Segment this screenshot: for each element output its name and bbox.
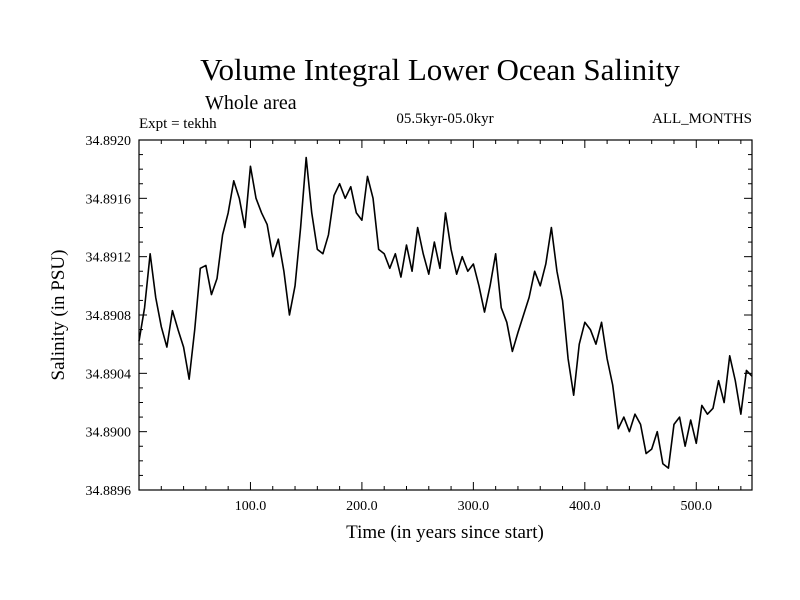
y-tick-label: 34.8900 xyxy=(86,426,132,441)
plot-frame xyxy=(138,139,753,491)
period-label: 05.5kyr-05.0kyr xyxy=(396,111,493,127)
chart-title: Volume Integral Lower Ocean Salinity xyxy=(200,52,680,87)
experiment-label: Expt = tekhh xyxy=(139,116,217,132)
y-tick-label: 34.8904 xyxy=(86,367,132,382)
y-tick-label: 34.8916 xyxy=(86,192,132,207)
x-tick-label: 300.0 xyxy=(458,499,490,514)
y-tick-label: 34.8896 xyxy=(86,484,132,499)
y-axis-label: Salinity (in PSU) xyxy=(48,250,69,381)
x-tick-label: 400.0 xyxy=(569,499,601,514)
months-label: ALL_MONTHS xyxy=(652,111,752,127)
x-tick-label: 200.0 xyxy=(346,499,378,514)
y-tick-label: 34.8908 xyxy=(86,309,132,324)
axis-tick-labels: 34.8896 34.8900 34.8904 34.8908 34.8912 34.89… xyxy=(86,134,713,514)
chart-subtitle: Whole area xyxy=(205,92,297,114)
y-tick-label: 34.8920 xyxy=(86,134,132,149)
salinity-series-line xyxy=(138,156,753,469)
x-tick-label: 100.0 xyxy=(235,499,267,514)
x-tick-label: 500.0 xyxy=(681,499,713,514)
x-axis-label: Time (in years since start) xyxy=(346,522,544,543)
y-tick-label: 34.8912 xyxy=(86,251,132,266)
